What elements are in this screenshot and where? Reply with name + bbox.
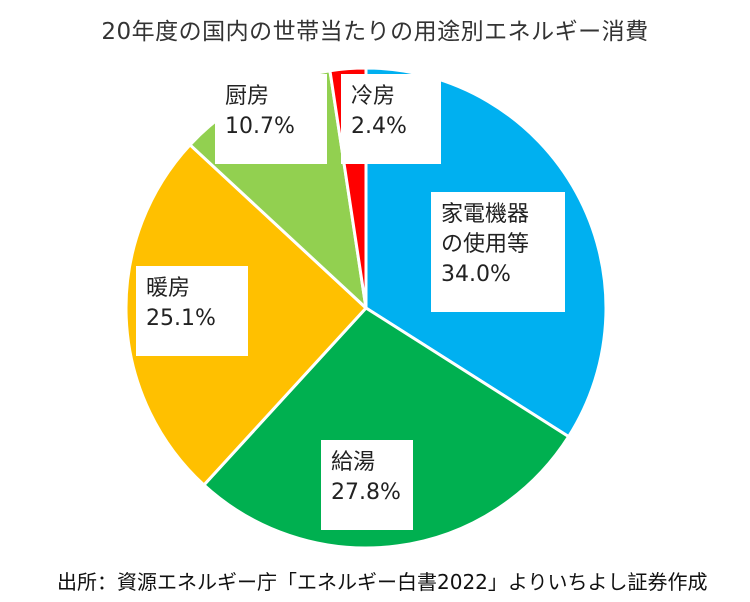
slice-label-hot-water: 給湯 27.8%	[321, 440, 413, 530]
slice-label-appliances: 家電機器 の使用等 34.0%	[431, 192, 565, 312]
slice-label-appliances-line1: 家電機器	[441, 202, 530, 227]
source-note: 出所：資源エネルギー庁「エネルギー白書2022」よりいちよし証券作成	[57, 570, 708, 594]
slice-value-heating: 25.1%	[146, 306, 216, 331]
slice-value-cooking: 10.7%	[225, 114, 295, 139]
slice-label-hot-water-line1: 給湯	[331, 450, 376, 475]
slice-value-cooling: 2.4%	[351, 114, 407, 139]
slice-hot-water	[202, 306, 571, 550]
slice-label-cooking: 厨房 10.7%	[215, 74, 327, 164]
slice-label-heating-line1: 暖房	[146, 276, 191, 301]
slice-label-cooking-line1: 厨房	[225, 84, 270, 109]
slice-label-cooling: 冷房 2.4%	[341, 74, 441, 164]
slice-label-appliances-line2: の使用等	[441, 232, 530, 257]
slice-label-heating: 暖房 25.1%	[136, 266, 248, 356]
slice-value-appliances: 34.0%	[441, 262, 511, 287]
chart-title: 20年度の国内の世帯当たりの用途別エネルギー消費	[101, 19, 649, 45]
slice-label-cooling-line1: 冷房	[351, 84, 396, 109]
slice-value-hot-water: 27.8%	[331, 480, 401, 505]
